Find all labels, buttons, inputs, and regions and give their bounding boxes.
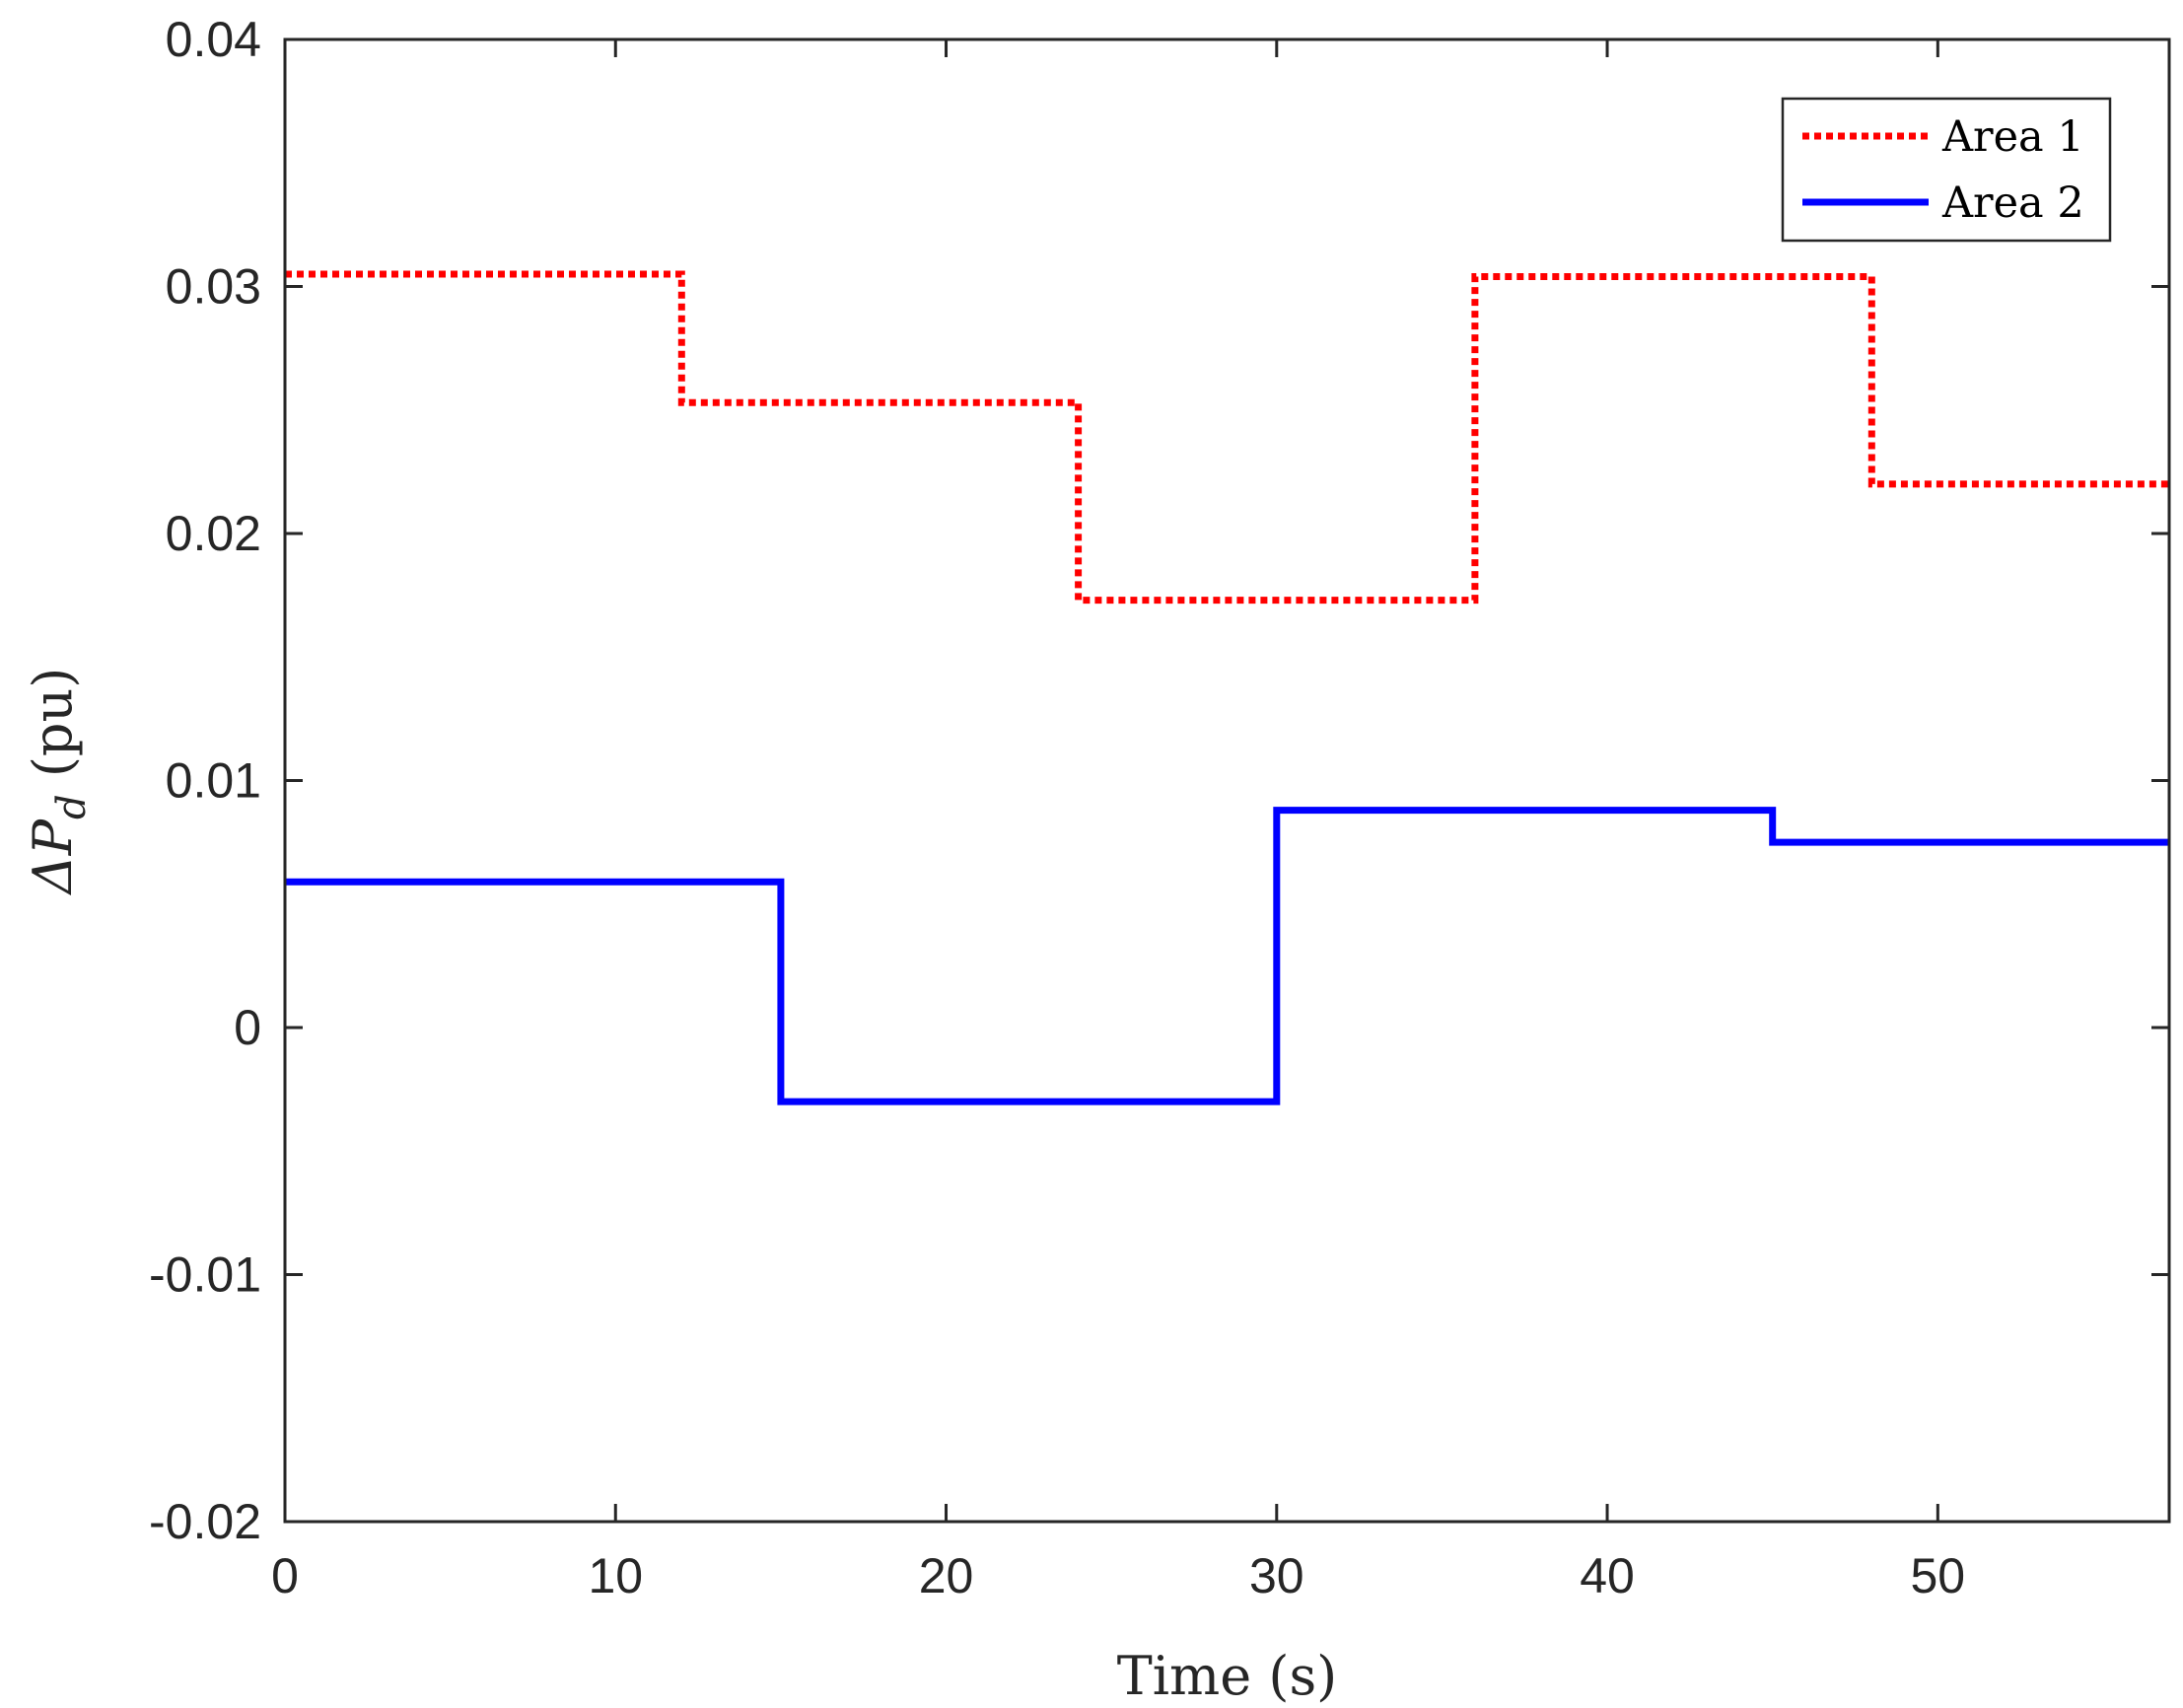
y-axis-title: ΔPd (pu) xyxy=(22,668,95,896)
y-tick-label: -0.02 xyxy=(149,1494,261,1549)
x-tick-label: 40 xyxy=(1580,1548,1635,1603)
y-axis-title-symbol: ΔP xyxy=(22,818,84,895)
legend-label-area-1: Area 1 xyxy=(1941,112,2084,162)
y-axis-title-unit: (pu) xyxy=(22,668,84,795)
x-tick-label: 20 xyxy=(919,1548,974,1603)
legend: Area 1 Area 2 xyxy=(1781,97,2112,243)
y-tick-label: -0.01 xyxy=(149,1247,261,1303)
x-tick-label: 10 xyxy=(588,1548,643,1603)
y-tick-label: 0.01 xyxy=(166,753,261,809)
x-axis-title: Time (s) xyxy=(1117,1645,1337,1707)
y-tick-label: 0 xyxy=(234,1000,261,1055)
x-tick-label: 0 xyxy=(271,1548,299,1603)
series-line-area-2 xyxy=(285,807,2169,1105)
legend-label-area-2: Area 2 xyxy=(1941,178,2084,228)
y-tick-label: 0.02 xyxy=(166,506,261,561)
series-layer xyxy=(285,270,2169,1105)
y-tick-label: 0.03 xyxy=(166,259,261,315)
x-tick-label: 50 xyxy=(1911,1548,1966,1603)
y-axis-title-subscript: d xyxy=(49,794,95,819)
tick-layer: 0 10 20 30 40 50 -0.02 -0.01 0 0.01 0.02 0.03 0.04 xyxy=(149,12,2169,1603)
x-tick-label: 30 xyxy=(1249,1548,1304,1603)
y-tick-label: 0.04 xyxy=(166,12,261,67)
legend-box xyxy=(1781,97,2112,243)
series-line-area-1 xyxy=(285,270,2169,605)
